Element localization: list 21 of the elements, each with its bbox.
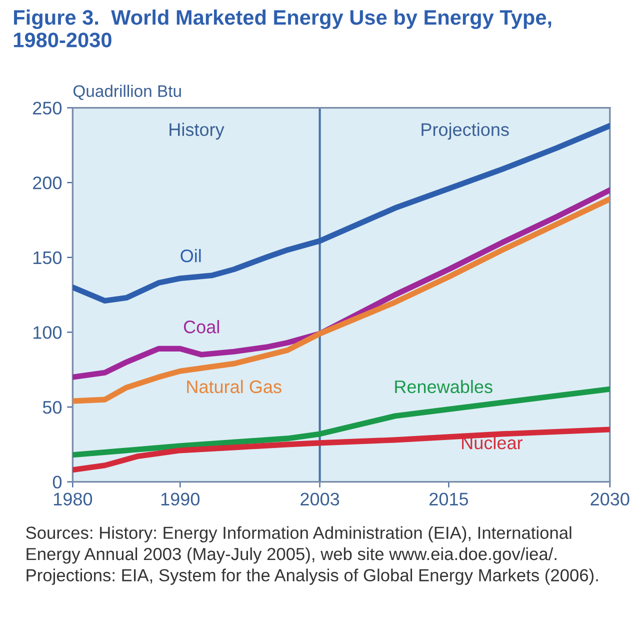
y-tick-label: 50 [42, 400, 62, 414]
y-axis-title: Quadrillion Btu [73, 84, 181, 100]
band-label: History [170, 122, 224, 140]
source-note: Sources: History: Energy Information Administration (EIA), International Energy Annual 2003 (May-July 2005), web site www.eia.doe.gov/iea/. Projections: EIA, System for the Analysis of Global Energy Markets (2006). [26, 526, 598, 585]
y-tick-label: 250 [33, 102, 62, 114]
band-label: Projections [422, 122, 509, 140]
y-tick-label: 200 [33, 176, 62, 190]
series-label: Oil [180, 248, 201, 262]
series-label: Renewables [395, 380, 492, 394]
chart-title: Figure 3. World Marketed Energy Use by Energy Type, 1980-2030 [14, 10, 552, 48]
y-tick-label: 0 [52, 476, 62, 489]
x-tick-label: 2030 [590, 492, 630, 506]
y-tick-label: 100 [34, 326, 62, 339]
x-tick-label: 1980 [54, 492, 92, 506]
y-tick-label: 150 [34, 251, 62, 264]
x-tick-label: 1990 [161, 492, 200, 506]
x-tick-label: 2003 [300, 492, 340, 506]
series-label: Coal [184, 320, 219, 334]
series-label: Nuclear [462, 436, 523, 450]
series-label: Natural Gas [187, 380, 282, 394]
x-tick-label: 2015 [430, 492, 468, 506]
